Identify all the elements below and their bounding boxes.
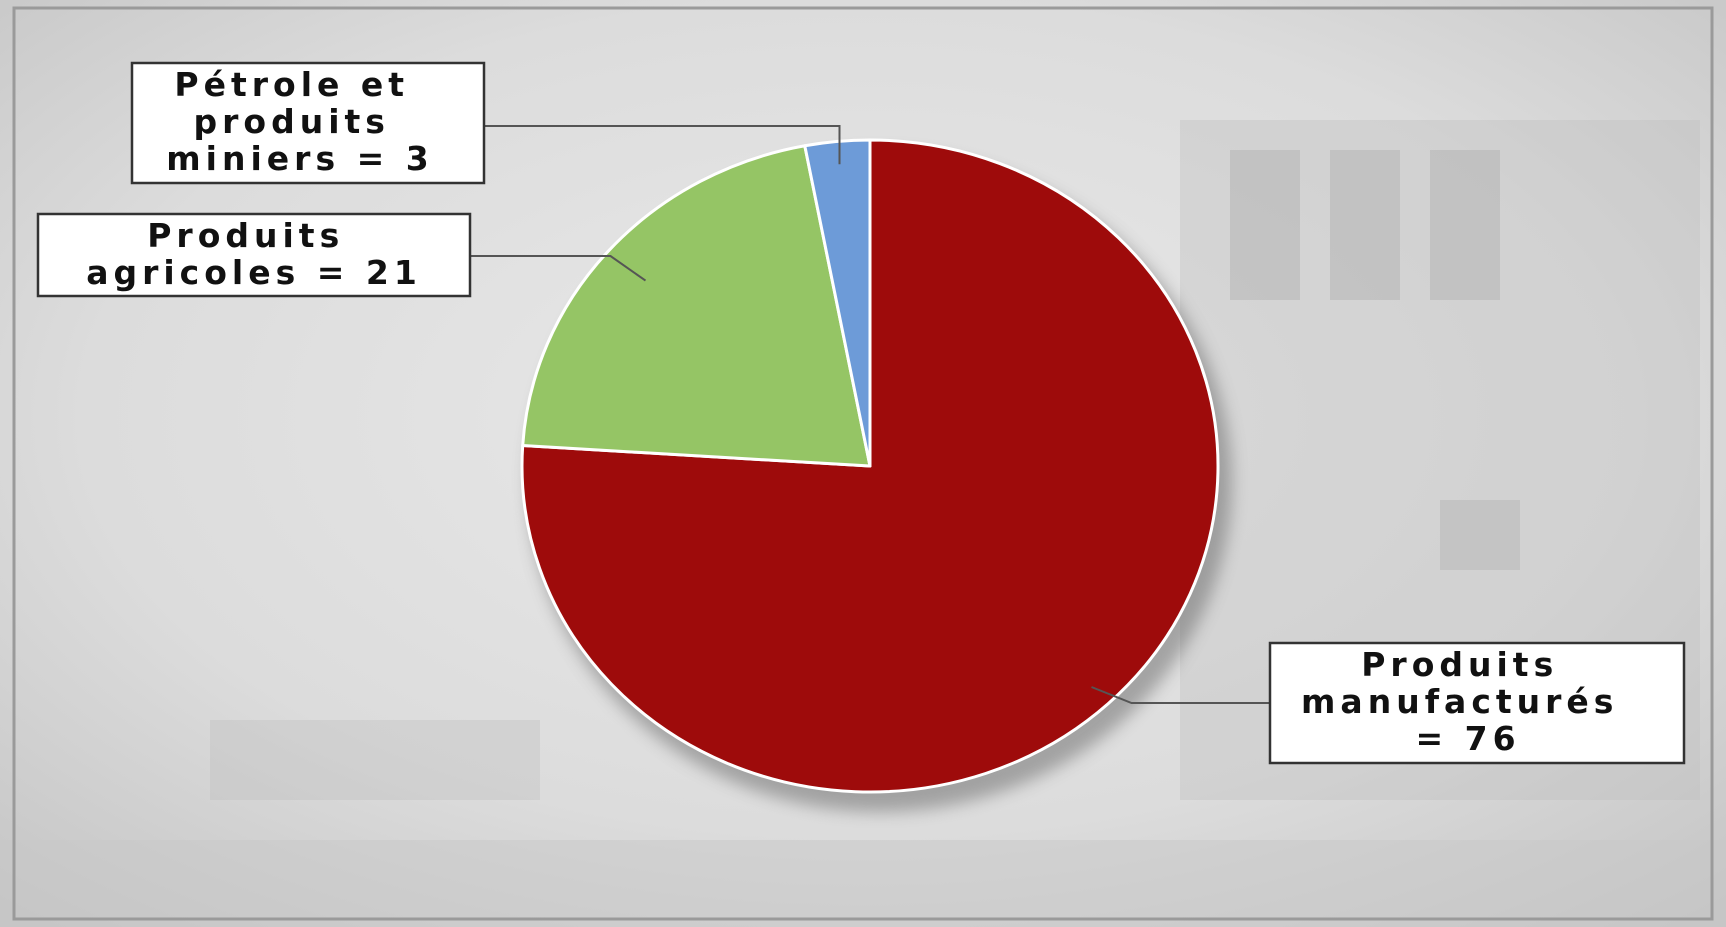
label-agricoles-line-1: Produits [147, 216, 344, 255]
leader-line-agricoles [470, 255, 647, 282]
slice-agricoles [521, 144, 872, 468]
label-manufactures-line-3: = 76 [1415, 719, 1520, 758]
leader-line-petrole [484, 125, 841, 165]
label-petrole: Pétrole et produits miniers = 3 [166, 65, 433, 178]
label-box-agricoles [36, 212, 472, 298]
label-petrole-line-3: miniers = 3 [166, 139, 433, 178]
callouts: Produits manufacturés = 76 Produits agri… [36, 61, 1686, 765]
label-manufactures-line-2: manufacturés [1301, 682, 1618, 721]
label-manufactures-line-1: Produits [1361, 645, 1558, 684]
label-box-petrole [130, 61, 486, 185]
label-agricoles-line-2: agricoles = 21 [86, 253, 422, 292]
label-box-manufactures [1268, 641, 1686, 765]
label-manufactures: Produits manufacturés = 76 [1301, 645, 1635, 758]
slice-petrole [803, 138, 872, 468]
pie-slices [520, 138, 1220, 794]
label-agricoles: Produits agricoles = 21 [86, 216, 422, 292]
label-petrole-line-1: Pétrole et [174, 65, 409, 104]
leader-line-manufactures [1091, 686, 1270, 704]
label-petrole-line-2: produits [194, 102, 390, 141]
